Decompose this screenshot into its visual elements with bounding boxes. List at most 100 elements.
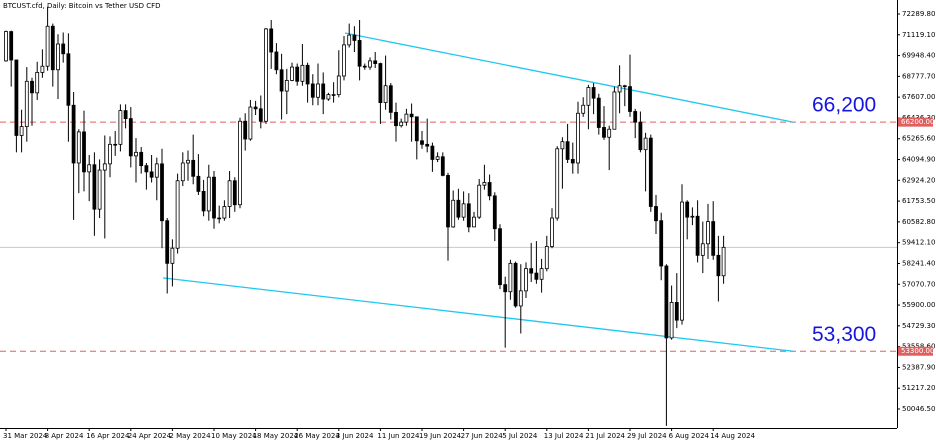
candle-body: [487, 182, 492, 197]
candle-body: [248, 106, 253, 140]
candle-body: [539, 268, 544, 280]
chart-title: BTCUST.cfd, Daily: Bitcoin vs Tether USD…: [3, 2, 161, 10]
candle-body: [716, 254, 721, 277]
candle-body: [238, 120, 242, 206]
candle-body: [560, 141, 565, 150]
candle-body: [243, 120, 248, 140]
x-tick-label: 6 Aug 2024: [669, 432, 710, 440]
candle-body: [9, 31, 14, 61]
candle-body: [466, 203, 471, 228]
candle-body: [165, 220, 170, 264]
candle-body: [388, 85, 393, 113]
candle-body: [66, 53, 71, 106]
candle-body: [534, 272, 539, 280]
candle-body: [108, 143, 112, 165]
candle-body: [201, 191, 206, 212]
candle-body: [596, 97, 601, 128]
candle-body: [331, 94, 336, 96]
x-tick-label: 18 May 2024: [253, 432, 299, 440]
candle-body: [721, 246, 726, 277]
candle-body: [170, 247, 175, 264]
candle-body: [638, 121, 643, 151]
candle-body: [414, 116, 419, 142]
candle-body: [617, 85, 622, 93]
candle-body: [290, 66, 294, 81]
candle-body: [61, 43, 66, 55]
candle-body: [435, 156, 440, 160]
candle-body: [264, 28, 268, 122]
y-tick-label: 62924.20: [902, 176, 935, 184]
level-axis-box: [898, 117, 933, 127]
x-tick-label: 24 Apr 2024: [128, 432, 172, 440]
x-tick-label: 19 Jun 2024: [419, 432, 462, 440]
x-tick-label: 3 Jun 2024: [336, 432, 374, 440]
x-tick-label: 31 Mar 2024: [3, 432, 48, 440]
candle-body: [82, 131, 86, 173]
candle-body: [518, 290, 523, 307]
x-tick-label: 8 Apr 2024: [45, 432, 84, 440]
y-tick-label: 57070.70: [902, 280, 935, 288]
candle-body: [284, 80, 289, 92]
candle-body: [643, 137, 648, 151]
candle-body: [399, 121, 404, 127]
candle-body: [373, 60, 378, 64]
y-tick-label: 71119.10: [902, 31, 935, 39]
candle-body: [310, 83, 315, 98]
candle-body: [274, 51, 279, 71]
level-axis-label: 53300.00: [901, 347, 934, 355]
candle-body: [186, 159, 190, 164]
candle-body: [128, 118, 133, 157]
candle-body: [102, 163, 107, 171]
candle-body: [669, 301, 674, 339]
candle-body: [227, 180, 232, 207]
trendline: [162, 277, 794, 352]
candle-body: [570, 159, 575, 164]
candle-body: [316, 83, 320, 98]
candle-body: [321, 83, 326, 100]
y-tick-label: 65265.60: [902, 135, 935, 143]
trendline: [344, 32, 794, 123]
candle-body: [648, 137, 653, 207]
candle-body: [362, 65, 367, 68]
candle-body: [700, 243, 705, 256]
candle-body: [451, 199, 456, 228]
candle-body: [144, 165, 149, 173]
x-tick-label: 16 Apr 2024: [86, 432, 130, 440]
y-tick-label: 58241.40: [902, 259, 935, 267]
x-tick-label: 26 May 2024: [294, 432, 340, 440]
candle-body: [513, 262, 518, 307]
y-tick-label: 54729.30: [902, 322, 935, 330]
candle-body: [232, 180, 237, 206]
candle-body: [461, 203, 466, 218]
candle-body: [357, 40, 362, 67]
candle-body: [71, 104, 76, 164]
candle-body: [4, 31, 8, 62]
candle-body: [217, 217, 222, 220]
candle-body: [685, 201, 690, 218]
candle-body: [565, 141, 570, 160]
candle-body: [196, 175, 201, 192]
candle-body: [305, 64, 310, 85]
candle-body: [690, 215, 695, 218]
candle-body: [622, 85, 627, 88]
candle-body: [87, 164, 92, 173]
candle-body: [40, 65, 45, 73]
x-tick-label: 11 Jun 2024: [377, 432, 420, 440]
candle-body: [477, 184, 482, 218]
candle-body: [498, 228, 502, 286]
candle-body: [118, 110, 123, 145]
y-tick-label: 60582.80: [902, 218, 935, 226]
candle-body: [674, 301, 679, 321]
level-label: 66,200: [812, 94, 876, 117]
candle-body: [544, 246, 549, 270]
x-tick-label: 10 May 2024: [211, 432, 257, 440]
y-tick-label: 55900.00: [902, 301, 935, 309]
candle-body: [45, 25, 50, 67]
candle-body: [706, 221, 710, 245]
candle-body: [456, 199, 461, 218]
y-tick-label: 53558.60: [902, 343, 935, 351]
y-tick-label: 61753.50: [902, 197, 935, 205]
candle-body: [664, 265, 669, 339]
candle-body: [154, 163, 159, 178]
candle-body: [180, 162, 185, 182]
